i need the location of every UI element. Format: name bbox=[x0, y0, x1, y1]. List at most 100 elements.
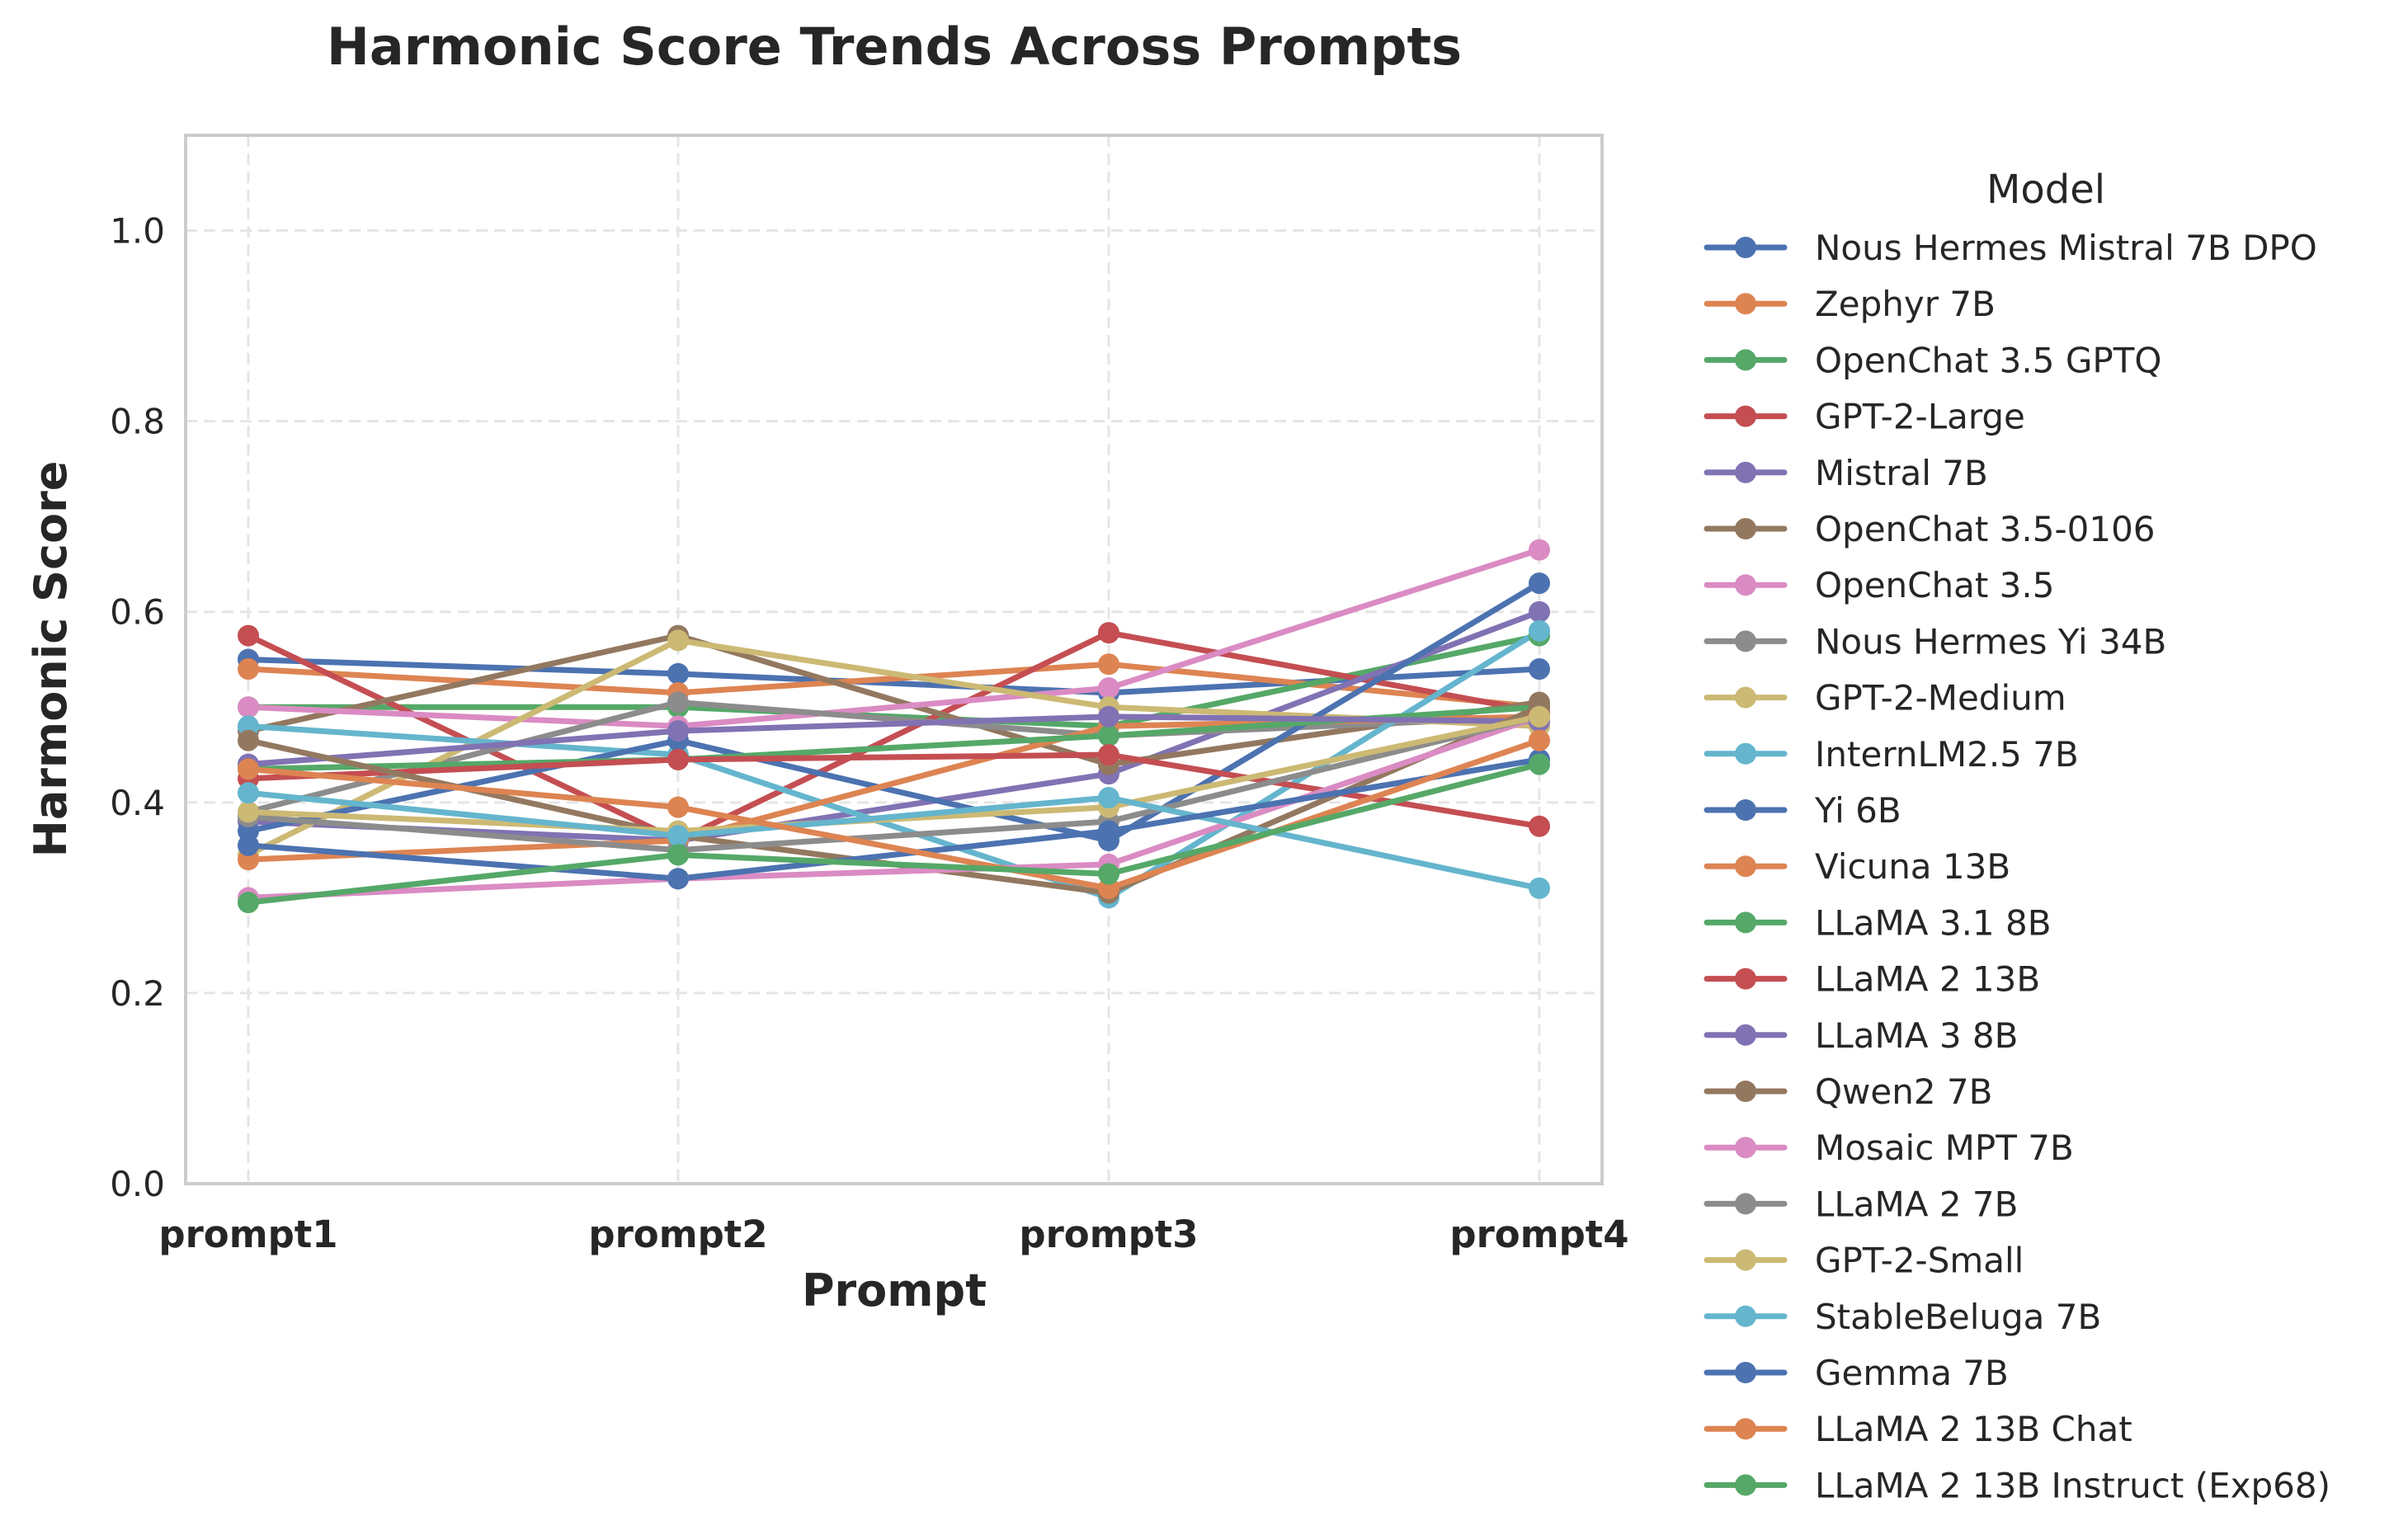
legend-marker bbox=[1735, 1193, 1756, 1215]
data-point bbox=[1529, 572, 1550, 595]
y-tick-label: 0.2 bbox=[110, 973, 165, 1014]
legend-entry-label: OpenChat 3.5 bbox=[1815, 565, 2054, 605]
legend-entry-label: GPT-2-Large bbox=[1815, 397, 2025, 437]
legend-entry-label: LLaMA 2 7B bbox=[1815, 1184, 2018, 1224]
legend-entry-label: OpenChat 3.5-0106 bbox=[1815, 509, 2156, 549]
series-lines bbox=[245, 547, 1543, 906]
data-point bbox=[1529, 877, 1550, 899]
data-point bbox=[1098, 863, 1119, 885]
legend-marker bbox=[1735, 630, 1756, 652]
legend-entry-label: LLaMA 2 13B bbox=[1815, 959, 2040, 1000]
legend-entry-label: Vicuna 13B bbox=[1815, 846, 2010, 887]
x-tick-label: prompt2 bbox=[588, 1213, 767, 1256]
series-line bbox=[245, 737, 1543, 892]
data-point bbox=[667, 629, 689, 652]
data-point bbox=[1098, 622, 1119, 644]
data-point bbox=[667, 720, 689, 742]
data-point bbox=[1529, 600, 1550, 623]
legend-entry-label: Mosaic MPT 7B bbox=[1815, 1128, 2074, 1168]
y-tick-label: 0.4 bbox=[110, 783, 165, 823]
legend-entry-label: GPT-2-Small bbox=[1815, 1241, 2024, 1281]
x-ticks: prompt1 prompt2 prompt3 prompt4 bbox=[158, 1213, 1628, 1256]
y-axis-label: Harmonic Score bbox=[25, 461, 77, 858]
series-line bbox=[245, 547, 1543, 729]
data-point bbox=[667, 691, 689, 713]
data-point bbox=[1529, 729, 1550, 751]
y-tick-label: 0.6 bbox=[110, 592, 165, 633]
legend-marker bbox=[1735, 1081, 1756, 1102]
legend-marker bbox=[1735, 1474, 1756, 1496]
legend-entry-label: Zephyr 7B bbox=[1815, 284, 1996, 324]
series-line bbox=[245, 713, 1543, 901]
legend-marker bbox=[1735, 518, 1756, 539]
legend-marker bbox=[1735, 742, 1756, 765]
legend-entry-label: LLaMA 2 13B Chat bbox=[1815, 1409, 2132, 1449]
legend-marker bbox=[1735, 1362, 1756, 1383]
legend-entry-label: Nous Hermes Mistral 7B DPO bbox=[1815, 228, 2317, 268]
legend-entry-label: Mistral 7B bbox=[1815, 453, 1988, 493]
data-point bbox=[1529, 658, 1550, 681]
series-line bbox=[245, 761, 1543, 906]
legend-entry-label: LLaMA 3.1 8B bbox=[1815, 902, 2052, 943]
series-line bbox=[245, 633, 1543, 768]
data-point bbox=[667, 825, 689, 847]
data-point bbox=[1098, 744, 1119, 766]
legend-marker bbox=[1735, 1024, 1756, 1046]
y-tick-label: 1.0 bbox=[110, 211, 165, 252]
data-point bbox=[1529, 815, 1550, 837]
legend-marker bbox=[1735, 855, 1756, 878]
x-tick-label: prompt3 bbox=[1019, 1213, 1198, 1256]
data-point bbox=[667, 662, 689, 685]
data-point bbox=[238, 758, 259, 780]
legend-marker bbox=[1735, 461, 1756, 483]
legend-entry-label: Gemma 7B bbox=[1815, 1353, 2009, 1393]
legend-entry-label: Qwen2 7B bbox=[1815, 1071, 1992, 1112]
legend-entry-label: Yi 6B bbox=[1814, 790, 1901, 831]
data-point bbox=[1098, 677, 1119, 699]
data-point bbox=[1098, 653, 1119, 676]
data-point bbox=[667, 868, 689, 890]
data-point bbox=[1098, 787, 1119, 809]
x-axis-label: Prompt bbox=[802, 1264, 987, 1316]
data-point bbox=[238, 782, 259, 804]
data-point bbox=[238, 624, 259, 647]
y-ticks: 0.0 0.2 0.4 0.6 0.8 1.0 bbox=[110, 211, 165, 1204]
legend-entry-label: Nous Hermes Yi 34B bbox=[1815, 621, 2166, 662]
data-point bbox=[238, 801, 259, 823]
legend-marker bbox=[1735, 293, 1756, 315]
data-point bbox=[1529, 539, 1550, 561]
legend-marker bbox=[1735, 1249, 1756, 1271]
legend-marker bbox=[1735, 968, 1756, 990]
legend-entry-label: InternLM2.5 7B bbox=[1815, 734, 2079, 775]
data-point bbox=[1529, 619, 1550, 642]
legend-marker bbox=[1735, 686, 1756, 709]
data-point bbox=[667, 748, 689, 770]
data-point bbox=[667, 796, 689, 818]
legend-entry-label: LLaMA 2 13B Instruct (Exp68) bbox=[1815, 1465, 2330, 1505]
data-point bbox=[1529, 705, 1550, 728]
chart-title: Harmonic Score Trends Across Prompts bbox=[327, 16, 1462, 77]
plot-frame bbox=[184, 134, 1604, 1185]
series-line bbox=[245, 756, 1543, 882]
data-point bbox=[238, 834, 259, 856]
legend-marker bbox=[1735, 911, 1756, 934]
legend-entry-label: StableBeluga 7B bbox=[1815, 1297, 2101, 1337]
series-line bbox=[245, 713, 1543, 768]
data-point bbox=[238, 658, 259, 681]
legend-marker bbox=[1735, 1305, 1756, 1327]
x-tick-label: prompt1 bbox=[158, 1213, 337, 1256]
data-point bbox=[238, 696, 259, 718]
data-point bbox=[1098, 724, 1119, 746]
legend-marker bbox=[1735, 799, 1756, 821]
legend-marker bbox=[1735, 1418, 1756, 1440]
data-point bbox=[238, 729, 259, 751]
legend-entry-label: GPT-2-Medium bbox=[1815, 678, 2066, 718]
series-points bbox=[238, 539, 1550, 914]
legend-marker bbox=[1735, 574, 1756, 596]
legend: Nous Hermes Mistral 7B DPO Zephyr 7B OpenC… bbox=[1704, 228, 2330, 1505]
data-point bbox=[1098, 820, 1119, 842]
legend-entry-label: LLaMA 3 8B bbox=[1815, 1015, 2018, 1056]
y-tick-label: 0.0 bbox=[110, 1164, 165, 1204]
y-tick-label: 0.8 bbox=[110, 402, 165, 442]
